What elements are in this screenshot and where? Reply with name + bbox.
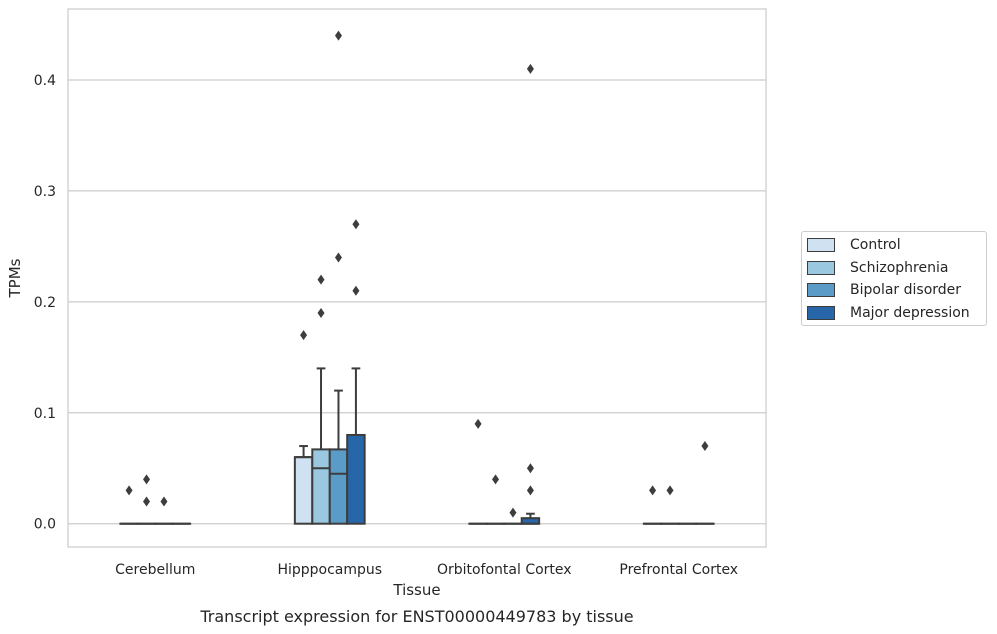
legend-label: Major depression (850, 304, 970, 321)
x-tick-label: Orbitofontal Cortex (437, 562, 572, 578)
outlier-point (352, 219, 360, 230)
outlier-point (666, 485, 674, 496)
box-body (311, 448, 331, 525)
outlier-point (143, 496, 151, 507)
outlier-point (474, 418, 482, 429)
outlier-point (317, 274, 325, 285)
outlier-point (526, 463, 534, 474)
legend-swatch (807, 260, 835, 275)
x-axis-label: Tissue (392, 581, 440, 599)
chart-title: Transcript expression for ENST0000044978… (199, 607, 633, 626)
box-major-depression (520, 63, 541, 525)
box-body (346, 433, 366, 525)
outlier-point (526, 485, 534, 496)
x-tick-label: Prefrontal Cortex (619, 562, 738, 578)
outlier-point (317, 307, 325, 318)
outlier-point (649, 485, 657, 496)
box-major-depression (346, 219, 366, 525)
legend-label: Control (850, 237, 901, 253)
outlier-point (300, 330, 308, 341)
outlier-point (125, 485, 133, 496)
legend-item: Schizophrenia (807, 258, 948, 278)
legend: Control Schizophrenia Bipolar disorder Majo… (801, 231, 987, 326)
y-axis-label: TPMs (6, 258, 24, 298)
outlier-point (334, 30, 342, 41)
y-tick-label: 0.3 (34, 184, 56, 200)
box-schizophrenia (311, 274, 331, 525)
y-tick-label: 0.1 (34, 406, 56, 422)
y-tick-label: 0.4 (34, 73, 56, 89)
outlier-point (143, 474, 151, 485)
outlier-point (701, 441, 709, 452)
x-axis-ticks: Cerebellum Hipppocampus Orbitofontal Corte… (115, 562, 738, 578)
legend-swatch (807, 283, 835, 297)
outlier-point (509, 507, 517, 518)
legend-label: Schizophrenia (850, 259, 949, 276)
outlier-point (334, 252, 342, 263)
outlier-point (160, 496, 168, 507)
x-tick-label: Cerebellum (115, 562, 195, 578)
outlier-point (492, 474, 500, 485)
plot-frame (67, 8, 767, 548)
legend-label: Bipolar disorder (850, 282, 962, 298)
legend-item: Control (807, 235, 901, 255)
box-body (293, 456, 314, 525)
box-body (328, 448, 349, 525)
box-major-depression (695, 441, 715, 525)
plot-area (68, 9, 766, 547)
legend-item: Major depression (807, 303, 970, 323)
legend-swatch (807, 305, 835, 320)
legend-swatch (807, 238, 835, 252)
y-tick-label: 0.2 (34, 295, 56, 311)
y-axis-ticks: 0.0 0.1 0.2 0.3 0.4 (34, 73, 56, 533)
legend-item: Bipolar disorder (807, 280, 961, 300)
box-bipolar-disorder (154, 496, 174, 525)
outlier-point (526, 63, 534, 74)
outlier-point (352, 285, 360, 296)
y-tick-label: 0.0 (34, 517, 56, 533)
box-groups (119, 30, 715, 525)
x-tick-label: Hipppocampus (277, 562, 382, 578)
